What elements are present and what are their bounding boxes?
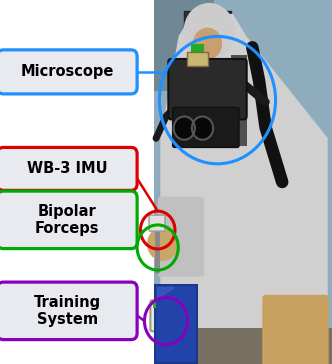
FancyBboxPatch shape bbox=[149, 215, 165, 231]
Polygon shape bbox=[158, 288, 174, 298]
FancyBboxPatch shape bbox=[184, 11, 231, 62]
FancyBboxPatch shape bbox=[0, 50, 137, 94]
Circle shape bbox=[193, 118, 212, 138]
FancyBboxPatch shape bbox=[0, 147, 137, 190]
Circle shape bbox=[282, 313, 309, 342]
FancyBboxPatch shape bbox=[156, 286, 196, 362]
Circle shape bbox=[175, 118, 194, 138]
FancyBboxPatch shape bbox=[173, 107, 239, 147]
Text: Training
System: Training System bbox=[34, 295, 101, 327]
FancyBboxPatch shape bbox=[158, 197, 204, 277]
Circle shape bbox=[148, 228, 178, 260]
FancyBboxPatch shape bbox=[191, 44, 204, 53]
Circle shape bbox=[194, 28, 221, 59]
Text: Microscope: Microscope bbox=[21, 64, 114, 79]
FancyBboxPatch shape bbox=[0, 282, 137, 340]
FancyBboxPatch shape bbox=[168, 59, 247, 119]
FancyBboxPatch shape bbox=[153, 301, 172, 308]
FancyBboxPatch shape bbox=[0, 191, 137, 249]
Polygon shape bbox=[161, 15, 327, 364]
FancyBboxPatch shape bbox=[187, 52, 208, 66]
Text: Bipolar
Forceps: Bipolar Forceps bbox=[35, 204, 100, 236]
FancyBboxPatch shape bbox=[231, 55, 247, 146]
FancyBboxPatch shape bbox=[154, 0, 332, 364]
FancyBboxPatch shape bbox=[154, 0, 214, 91]
FancyBboxPatch shape bbox=[154, 284, 198, 364]
FancyBboxPatch shape bbox=[262, 295, 329, 364]
Text: WB-3 IMU: WB-3 IMU bbox=[27, 161, 108, 177]
FancyBboxPatch shape bbox=[154, 328, 332, 364]
Circle shape bbox=[184, 4, 234, 58]
FancyBboxPatch shape bbox=[150, 300, 175, 331]
